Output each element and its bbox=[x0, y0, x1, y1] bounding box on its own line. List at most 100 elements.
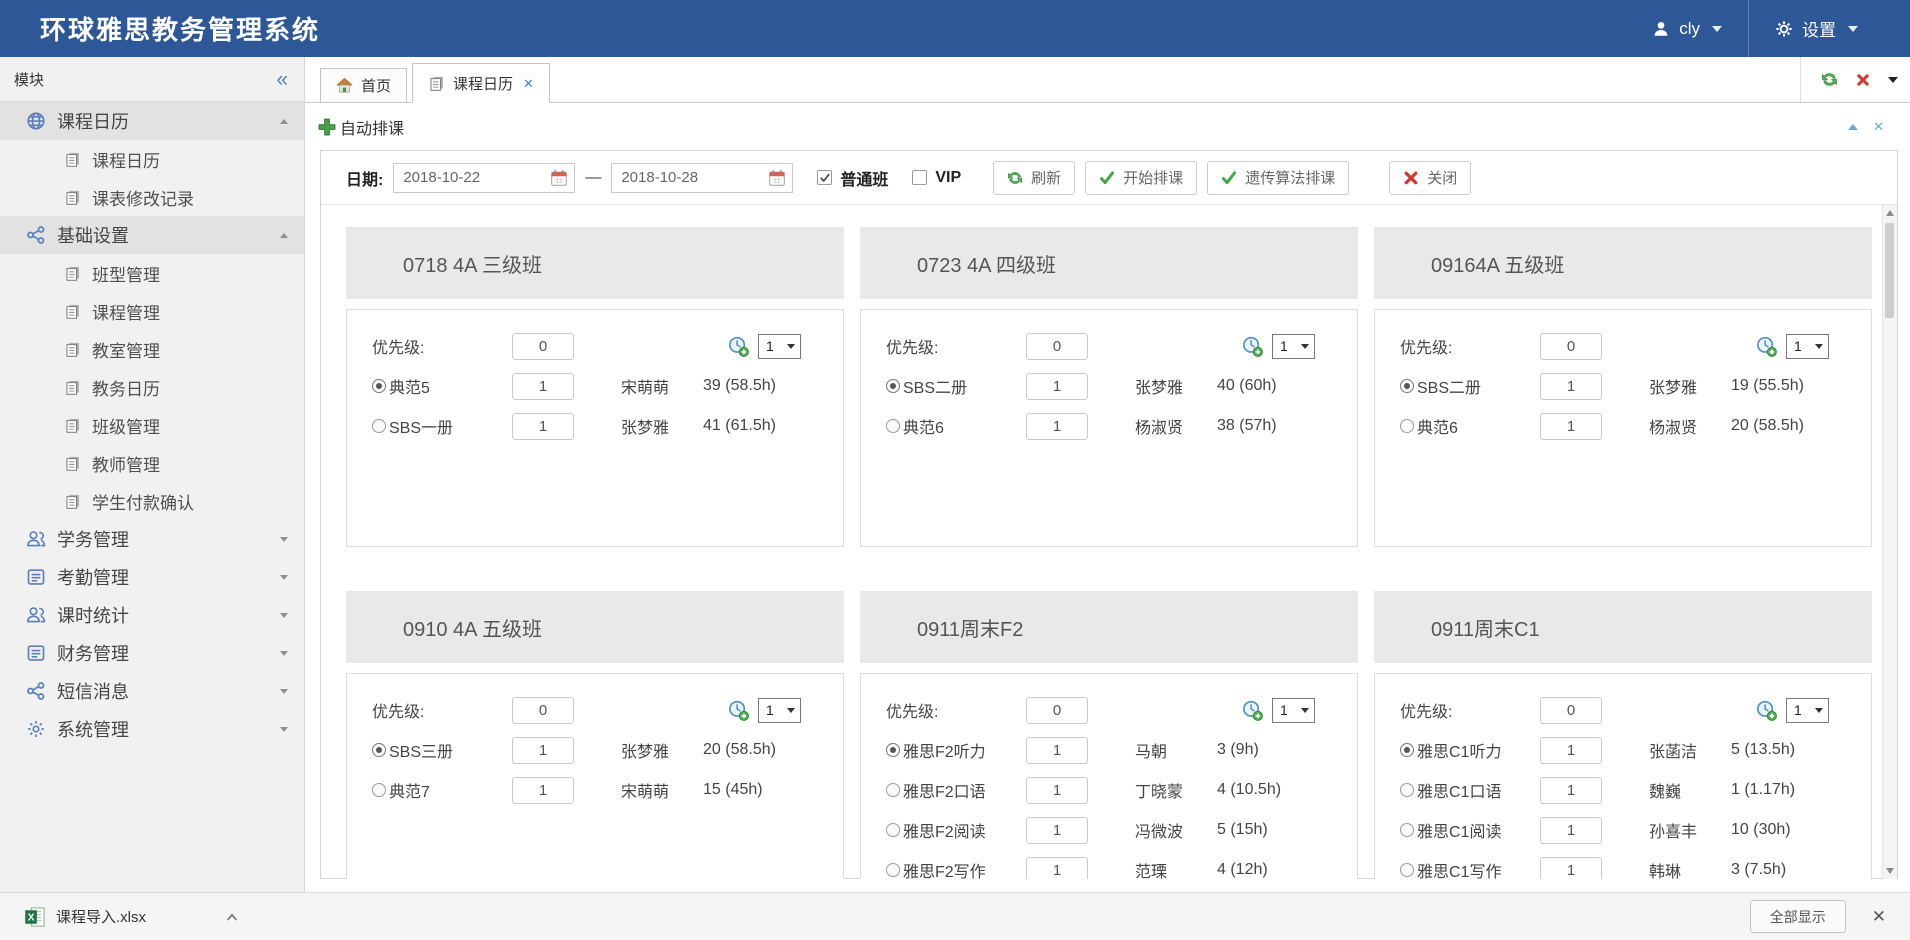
course-radio[interactable]: 雅思C1口语 bbox=[1400, 778, 1540, 802]
course-radio[interactable]: 雅思C1写作 bbox=[1400, 858, 1540, 879]
priority-input[interactable]: 0 bbox=[1026, 332, 1088, 360]
close-tab-icon[interactable] bbox=[1856, 73, 1870, 87]
sidebar-group-class-hours-stats[interactable]: 课时统计 bbox=[0, 596, 304, 634]
sidebar-group-course-calendar[interactable]: 课程日历 bbox=[0, 102, 304, 140]
sidebar-group-basic-settings[interactable]: 基础设置 bbox=[0, 216, 304, 254]
teacher-name: 杨淑贤 bbox=[1649, 420, 1698, 437]
course-count-input[interactable]: 1 bbox=[1026, 372, 1088, 400]
users-icon bbox=[26, 605, 46, 625]
course-count-input[interactable]: 1 bbox=[1540, 856, 1602, 879]
download-bar-close-icon[interactable]: ✕ bbox=[1871, 907, 1886, 926]
course-count-input[interactable]: 1 bbox=[1026, 736, 1088, 764]
course-count-input[interactable]: 1 bbox=[512, 736, 574, 764]
course-count-input[interactable]: 1 bbox=[1026, 816, 1088, 844]
priority-input[interactable]: 0 bbox=[1026, 696, 1088, 724]
course-count-input[interactable]: 1 bbox=[1540, 372, 1602, 400]
user-icon bbox=[1652, 20, 1670, 38]
course-radio[interactable]: 雅思F2阅读 bbox=[886, 818, 1026, 842]
vertical-scrollbar[interactable] bbox=[1882, 205, 1897, 879]
course-radio[interactable]: 雅思C1听力 bbox=[1400, 738, 1540, 762]
date-from-input[interactable] bbox=[394, 168, 551, 187]
course-count-input[interactable]: 1 bbox=[1540, 816, 1602, 844]
course-radio[interactable]: 典范7 bbox=[372, 778, 512, 802]
priority-input[interactable]: 0 bbox=[1540, 332, 1602, 360]
course-radio[interactable]: 雅思F2听力 bbox=[886, 738, 1026, 762]
tab-home[interactable]: 首页 bbox=[320, 68, 408, 102]
refresh-button[interactable]: 刷新 bbox=[993, 160, 1076, 195]
course-radio[interactable]: 雅思F2口语 bbox=[886, 778, 1026, 802]
calendar-icon[interactable] bbox=[550, 169, 568, 187]
start-scheduling-button[interactable]: 开始排课 bbox=[1085, 160, 1198, 195]
show-all-button[interactable]: 全部显示 bbox=[1749, 900, 1846, 933]
course-count-input[interactable]: 1 bbox=[1540, 412, 1602, 440]
vip-checkbox[interactable]: VIP bbox=[912, 169, 961, 187]
course-radio[interactable]: 雅思F2写作 bbox=[886, 858, 1026, 879]
refresh-tabs-icon[interactable] bbox=[1821, 71, 1838, 88]
user-menu[interactable]: cly bbox=[1626, 0, 1748, 57]
count-select[interactable]: 1 bbox=[1786, 333, 1829, 359]
course-name: 雅思C1听力 bbox=[1417, 744, 1502, 761]
course-radio[interactable]: 典范5 bbox=[372, 374, 512, 398]
panel-close-icon[interactable]: ✕ bbox=[1873, 119, 1884, 134]
calendar-icon[interactable] bbox=[768, 169, 786, 187]
course-radio[interactable]: SBS二册 bbox=[886, 374, 1026, 398]
course-radio[interactable]: SBS二册 bbox=[1400, 374, 1540, 398]
genetic-scheduling-button[interactable]: 遗传算法排课 bbox=[1207, 160, 1350, 195]
count-select[interactable]: 1 bbox=[1272, 333, 1315, 359]
count-select[interactable]: 1 bbox=[1786, 697, 1829, 723]
course-count-input[interactable]: 1 bbox=[1026, 776, 1088, 804]
sidebar-item-teacher[interactable]: 教师管理 bbox=[0, 444, 304, 482]
sidebar-item-class-type[interactable]: 班型管理 bbox=[0, 254, 304, 292]
course-count-input[interactable]: 1 bbox=[512, 372, 574, 400]
sidebar-group-sms-messages[interactable]: 短信消息 bbox=[0, 672, 304, 710]
download-item[interactable]: X 课程导入.xlsx bbox=[24, 906, 146, 928]
panel-header: 自动排课 ✕ bbox=[305, 103, 1910, 150]
scroll-up-icon[interactable] bbox=[1886, 210, 1894, 216]
count-select[interactable]: 1 bbox=[1272, 697, 1315, 723]
course-count-input[interactable]: 1 bbox=[1026, 856, 1088, 879]
sidebar-item-student-payment-confirm[interactable]: 学生付款确认 bbox=[0, 482, 304, 520]
course-radio[interactable]: 雅思C1阅读 bbox=[1400, 818, 1540, 842]
course-count-input[interactable]: 1 bbox=[1026, 412, 1088, 440]
lesson-count-stat: 3 (9h) bbox=[1217, 741, 1259, 758]
sidebar-collapse-button[interactable]: « bbox=[276, 67, 288, 91]
panel-controls: ✕ bbox=[1848, 120, 1884, 133]
settings-menu[interactable]: 设置 bbox=[1749, 0, 1884, 57]
sidebar-item-academic-calendar[interactable]: 教务日历 bbox=[0, 368, 304, 406]
sidebar-item-timetable-change-log[interactable]: 课表修改记录 bbox=[0, 178, 304, 216]
tab-course-calendar[interactable]: 课程日历 ✕ bbox=[412, 63, 550, 103]
course-radio[interactable]: SBS三册 bbox=[372, 738, 512, 762]
course-count-input[interactable]: 1 bbox=[512, 412, 574, 440]
sidebar-item-class[interactable]: 班级管理 bbox=[0, 406, 304, 444]
sidebar-item-course-calendar[interactable]: 课程日历 bbox=[0, 140, 304, 178]
priority-input[interactable]: 0 bbox=[512, 332, 574, 360]
date-to-input[interactable] bbox=[612, 168, 769, 187]
count-select[interactable]: 1 bbox=[758, 697, 801, 723]
course-radio[interactable]: 典范6 bbox=[886, 414, 1026, 438]
panel-collapse-icon[interactable] bbox=[1848, 123, 1859, 130]
sidebar-group-system[interactable]: 系统管理 bbox=[0, 710, 304, 748]
course-count-input[interactable]: 1 bbox=[1540, 736, 1602, 764]
tab-close-icon[interactable]: ✕ bbox=[523, 75, 534, 91]
close-button[interactable]: 关闭 bbox=[1389, 160, 1472, 195]
date-from-field bbox=[393, 162, 576, 193]
course-count-input[interactable]: 1 bbox=[512, 776, 574, 804]
sidebar-group-finance[interactable]: 财务管理 bbox=[0, 634, 304, 672]
priority-input[interactable]: 0 bbox=[512, 696, 574, 724]
radio-selected-icon bbox=[372, 743, 386, 757]
course-radio[interactable]: 典范6 bbox=[1400, 414, 1540, 438]
sidebar-group-attendance[interactable]: 考勤管理 bbox=[0, 558, 304, 596]
scrollbar-thumb[interactable] bbox=[1885, 223, 1894, 318]
sidebar-group-student-affairs[interactable]: 学务管理 bbox=[0, 520, 304, 558]
radio-icon bbox=[886, 419, 900, 433]
course-radio[interactable]: SBS一册 bbox=[372, 414, 512, 438]
course-count-input[interactable]: 1 bbox=[1540, 776, 1602, 804]
count-select[interactable]: 1 bbox=[758, 333, 801, 359]
download-expand-icon[interactable] bbox=[224, 909, 240, 925]
priority-input[interactable]: 0 bbox=[1540, 696, 1602, 724]
tab-list-dropdown-icon[interactable] bbox=[1888, 76, 1898, 83]
sidebar-item-course[interactable]: 课程管理 bbox=[0, 292, 304, 330]
normal-class-checkbox[interactable]: 普通班 bbox=[817, 166, 888, 190]
sidebar-item-classroom[interactable]: 教室管理 bbox=[0, 330, 304, 368]
scroll-down-icon[interactable] bbox=[1886, 868, 1894, 874]
